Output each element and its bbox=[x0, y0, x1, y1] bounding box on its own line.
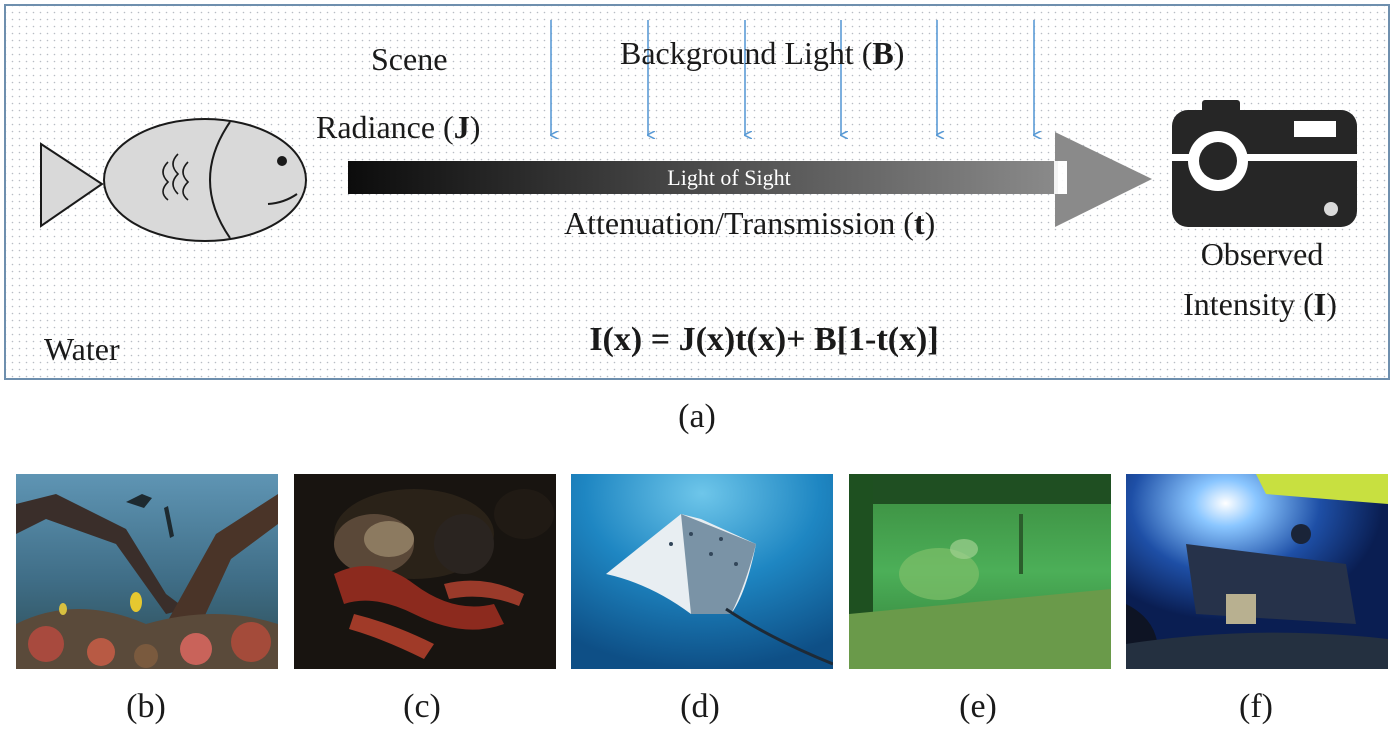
camera-icon bbox=[1172, 100, 1357, 227]
diagram-border bbox=[4, 4, 1390, 380]
underwater-image-formation-diagram: Scene Radiance (J) Background Light (B) … bbox=[4, 4, 1390, 380]
water-label: Water bbox=[44, 331, 120, 367]
background-light-arrows bbox=[551, 20, 1034, 135]
photo-eagle-ray bbox=[571, 474, 833, 669]
formation-equation: I(x) = J(x)t(x)+ B[1-t(x)] bbox=[589, 321, 938, 358]
photo-shipwreck-divers bbox=[16, 474, 278, 669]
caption-c: (c) bbox=[403, 688, 441, 725]
background-light-label: Background Light (B) bbox=[620, 35, 904, 71]
line-of-sight-arrow bbox=[348, 132, 1152, 227]
line-of-sight-label: Light of Sight bbox=[667, 165, 790, 190]
radiance-label: Radiance (J) bbox=[316, 109, 480, 145]
caption-e: (e) bbox=[959, 688, 997, 725]
scene-label: Scene bbox=[371, 41, 447, 77]
caption-d: (d) bbox=[680, 688, 720, 725]
attenuation-label: Attenuation/Transmission (t) bbox=[564, 205, 935, 241]
photo-green-water-diver bbox=[849, 474, 1111, 669]
intensity-label: Intensity (I) bbox=[1183, 286, 1337, 322]
observed-label: Observed bbox=[1201, 236, 1324, 272]
photo-submersible-lights bbox=[1126, 474, 1388, 669]
fish-icon bbox=[40, 118, 307, 242]
photo-hermit-crab bbox=[294, 474, 556, 669]
caption-a: (a) bbox=[678, 398, 716, 435]
caption-b: (b) bbox=[126, 688, 166, 725]
caption-f: (f) bbox=[1239, 688, 1273, 725]
